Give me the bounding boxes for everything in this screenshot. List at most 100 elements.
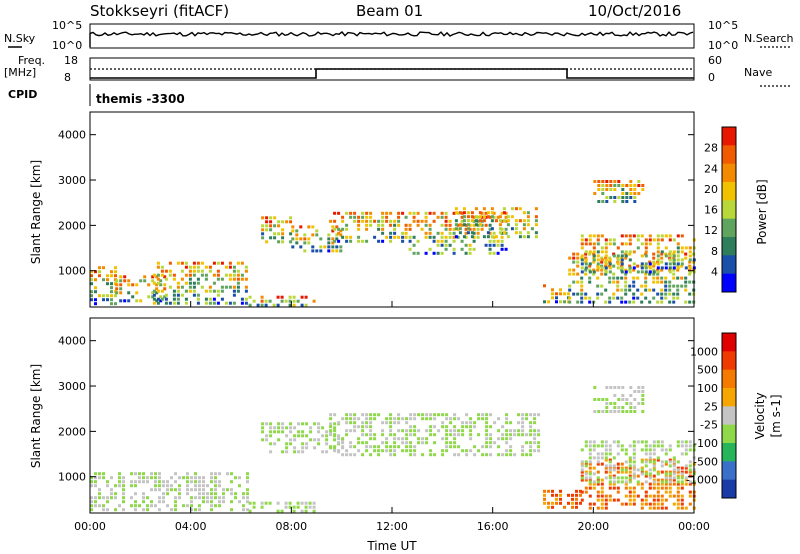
- power-pixel: [335, 233, 339, 237]
- vel-pixel: [273, 426, 277, 430]
- vel-pixel: [413, 417, 417, 421]
- freq-right-tick-bottom: 0: [708, 71, 715, 84]
- vel-pixel: [393, 449, 397, 453]
- power-pixel: [295, 233, 299, 237]
- vel-pixel: [437, 413, 441, 417]
- vel-pixel: [445, 425, 449, 429]
- power-pixel: [180, 277, 184, 281]
- vel-pixel: [652, 478, 656, 482]
- vel-pixel: [621, 394, 625, 397]
- vel-pixel: [521, 449, 525, 453]
- power-pixel: [156, 301, 160, 305]
- vel-pixel: [616, 466, 620, 470]
- vel-pixel: [601, 410, 605, 413]
- vel-pixel: [122, 500, 125, 504]
- power-pixel: [632, 284, 636, 288]
- power-pixel: [490, 227, 494, 231]
- power-pixel: [680, 258, 684, 262]
- power-pixel: [500, 235, 504, 239]
- vel-pixel: [596, 460, 600, 464]
- power-pixel: [620, 234, 624, 238]
- vel-pixel: [676, 468, 680, 472]
- power-pixel: [478, 219, 482, 223]
- vel-pixel: [509, 453, 513, 457]
- vel-pixel: [118, 472, 121, 476]
- power-pixel: [680, 276, 684, 280]
- power-pixel: [580, 242, 584, 246]
- vel-pixel: [521, 417, 525, 421]
- velocity-colorbar-label-1: Velocity: [753, 392, 767, 439]
- power-pixel: [604, 258, 608, 262]
- vel-pixel: [629, 406, 633, 409]
- vel-pixel: [644, 444, 648, 448]
- vel-pixel: [559, 497, 562, 501]
- vel-pixel: [214, 496, 217, 500]
- power-pixel: [644, 270, 648, 274]
- vel-pixel: [624, 470, 628, 474]
- power-pixel: [484, 243, 488, 247]
- vel-pixel: [293, 426, 297, 430]
- vel-pixel: [389, 425, 393, 429]
- power-pixel: [543, 300, 546, 304]
- vel-pixel: [664, 490, 668, 494]
- power-pixel: [680, 246, 684, 250]
- power-pixel: [596, 242, 600, 246]
- vel-pixel: [170, 488, 173, 492]
- power-pixel: [480, 211, 484, 215]
- vel-pixel: [588, 476, 592, 480]
- power-pixel: [672, 258, 676, 262]
- vel-pixel: [226, 472, 229, 476]
- power-pixel: [428, 231, 432, 235]
- vel-pixel: [489, 441, 493, 445]
- power-pixel: [632, 292, 636, 296]
- vel-pixel: [628, 470, 632, 474]
- vel-pixel: [571, 497, 574, 501]
- power-pixel: [404, 235, 408, 239]
- power-pixel: [424, 251, 428, 255]
- vel-pixel: [641, 402, 645, 405]
- vel-pixel: [668, 464, 672, 468]
- power-pixel: [488, 239, 492, 243]
- vel-pixel: [325, 430, 329, 434]
- power-pixel: [592, 258, 596, 262]
- vel-pixel: [305, 442, 309, 446]
- power-pixel: [329, 219, 333, 223]
- vel-pixel: [313, 422, 317, 426]
- vel-pixel: [329, 422, 333, 426]
- power-pixel: [592, 272, 596, 276]
- vel-pixel: [652, 486, 656, 490]
- vel-pixel: [571, 493, 574, 497]
- power-colorbar-swatch: [722, 182, 736, 201]
- power-pixel: [192, 269, 196, 273]
- vel-pixel: [469, 421, 473, 425]
- vel-pixel: [628, 456, 632, 460]
- power-pixel: [637, 184, 641, 187]
- power-pixel: [660, 268, 664, 272]
- vel-pixel: [441, 425, 445, 429]
- vel-pixel: [656, 458, 660, 462]
- power-pixel: [652, 256, 656, 260]
- power-pixel: [613, 196, 617, 199]
- power-pixel: [470, 231, 474, 235]
- power-pixel: [688, 300, 692, 304]
- power-pixel: [291, 229, 295, 233]
- power-pixel: [568, 256, 572, 260]
- power-pixel: [131, 295, 135, 299]
- vel-pixel: [341, 441, 345, 445]
- vel-pixel: [433, 413, 437, 417]
- power-pixel: [504, 231, 508, 235]
- power-pixel: [265, 216, 269, 220]
- vel-pixel: [644, 502, 648, 506]
- power-pixel: [265, 224, 269, 228]
- power-pixel: [377, 227, 381, 231]
- power-pixel: [592, 254, 596, 258]
- power-pixel: [408, 235, 412, 239]
- power-pixel: [664, 296, 668, 300]
- power-pixel: [612, 242, 616, 246]
- power-pixel: [672, 256, 676, 260]
- power-pixel: [672, 254, 676, 258]
- vel-pixel: [425, 413, 429, 417]
- power-pixel: [236, 281, 240, 285]
- power-pixel: [94, 270, 97, 274]
- vel-pixel: [441, 437, 445, 441]
